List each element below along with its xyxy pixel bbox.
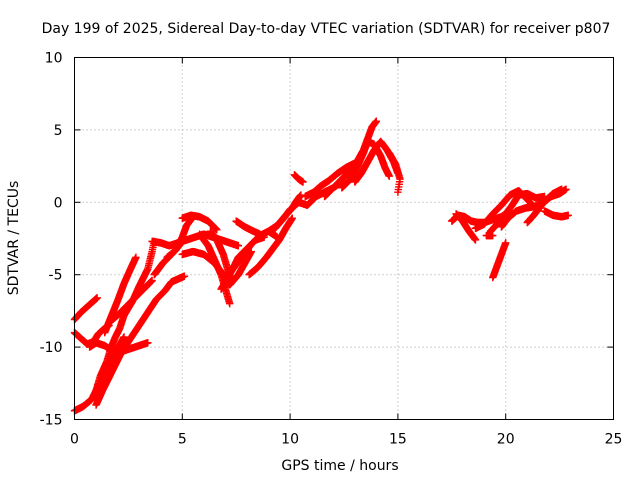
tick-labels: 0 5 10 15 20 25 -15 -10 -5 0 5 10 (40, 51, 623, 448)
data-point (234, 242, 243, 250)
data-point (372, 117, 381, 125)
data-point (132, 253, 140, 262)
data-point (93, 294, 101, 302)
data-point (256, 230, 264, 238)
y-tick-label: -15 (40, 413, 63, 429)
data-points (70, 117, 572, 415)
x-tick-label: 20 (497, 432, 515, 448)
y-axis-label: SDTVAR / TECUs (6, 181, 22, 296)
x-tick-label: 15 (389, 432, 407, 448)
plot-frame (74, 57, 614, 420)
data-point (148, 276, 156, 285)
y-tick-label: 0 (54, 195, 63, 211)
data-point (297, 191, 305, 199)
chart-title: Day 199 of 2025, Sidereal Day-to-day VTE… (42, 21, 611, 37)
data-point (180, 272, 189, 280)
data-point (144, 339, 152, 347)
data-point (489, 231, 497, 240)
x-tick-label: 5 (178, 432, 187, 448)
data-point (226, 299, 234, 308)
data-point (120, 333, 128, 341)
data-point (502, 239, 510, 247)
data-point (394, 188, 402, 196)
y-tick-label: -5 (49, 268, 63, 284)
data-point (288, 214, 296, 222)
data-point (558, 185, 566, 193)
x-tick-label: 10 (281, 432, 299, 448)
y-tick-label: 5 (54, 123, 63, 139)
data-point (228, 278, 236, 286)
data-point (213, 226, 221, 234)
data-point (385, 172, 393, 180)
y-tick-label: -10 (40, 340, 63, 356)
x-axis-label: GPS time / hours (281, 458, 398, 474)
x-tick-label: 25 (605, 432, 623, 448)
data-point (471, 236, 480, 244)
x-tick-label: 0 (70, 432, 79, 448)
y-tick-label: 10 (45, 51, 63, 67)
data-point (564, 211, 572, 220)
data-point (299, 178, 307, 186)
